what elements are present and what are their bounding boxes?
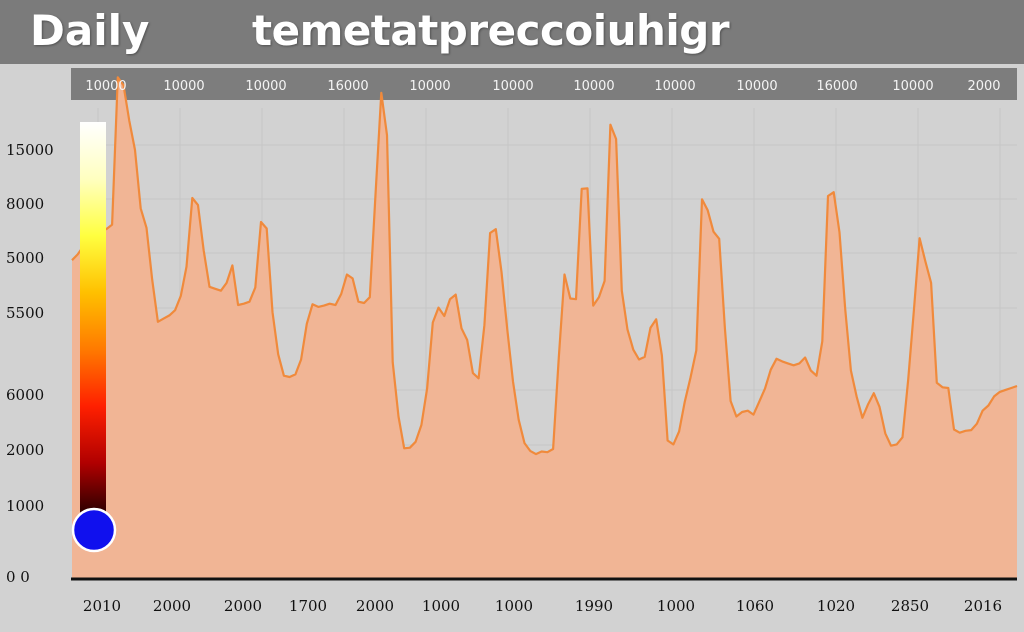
x-tick-label: 1000 — [657, 597, 695, 615]
top-tick-band — [71, 68, 1017, 100]
x-tick-label: 1000 — [422, 597, 460, 615]
x-tick-label: 2850 — [891, 597, 929, 615]
y-tick-label: 6000 — [6, 386, 44, 404]
x-tick-label: 1700 — [289, 597, 327, 615]
top-tick-label: 10000 — [245, 79, 286, 94]
y-tick-label: 15000 — [6, 141, 54, 159]
area-fill — [72, 77, 1017, 579]
top-tick-label: 16000 — [816, 79, 857, 94]
x-tick-label: 1060 — [736, 597, 774, 615]
x-tick-label: 2000 — [356, 597, 394, 615]
top-tick-label: 10000 — [492, 79, 533, 94]
top-tick-label: 10000 — [409, 79, 450, 94]
top-tick-label: 16000 — [327, 79, 368, 94]
title-bar: Daily temetatpreccoiuhigr — [0, 0, 1024, 64]
top-tick-label: 10000 — [163, 79, 204, 94]
top-tick-label: 10000 — [654, 79, 695, 94]
y-tick-label: 5500 — [6, 304, 44, 322]
y-tick-label: 1000 — [6, 497, 44, 515]
top-tick-label: 2000 — [967, 79, 1000, 94]
y-tick-label: 0 0 — [6, 568, 30, 586]
y-tick-label: 8000 — [6, 195, 44, 213]
x-tick-label: 2016 — [964, 597, 1002, 615]
top-tick-label: 10000 — [736, 79, 777, 94]
top-tick-label: 10000 — [573, 79, 614, 94]
top-tick-label: 10000 — [892, 79, 933, 94]
top-tick-label: 10000 — [85, 79, 126, 94]
colorbar — [80, 122, 106, 520]
x-tick-label: 2010 — [83, 597, 121, 615]
x-tick-label: 1020 — [817, 597, 855, 615]
y-tick-label: 5000 — [6, 249, 44, 267]
marker-dot — [71, 507, 117, 553]
daily-label: Daily — [30, 6, 150, 55]
series-line — [71, 76, 1018, 456]
x-tick-label: 1000 — [495, 597, 533, 615]
chart-title: temetatpreccoiuhigr — [252, 6, 730, 55]
x-tick-label: 2000 — [224, 597, 262, 615]
y-tick-label: 2000 — [6, 441, 44, 459]
x-tick-label: 2000 — [153, 597, 191, 615]
x-tick-label: 1990 — [575, 597, 613, 615]
